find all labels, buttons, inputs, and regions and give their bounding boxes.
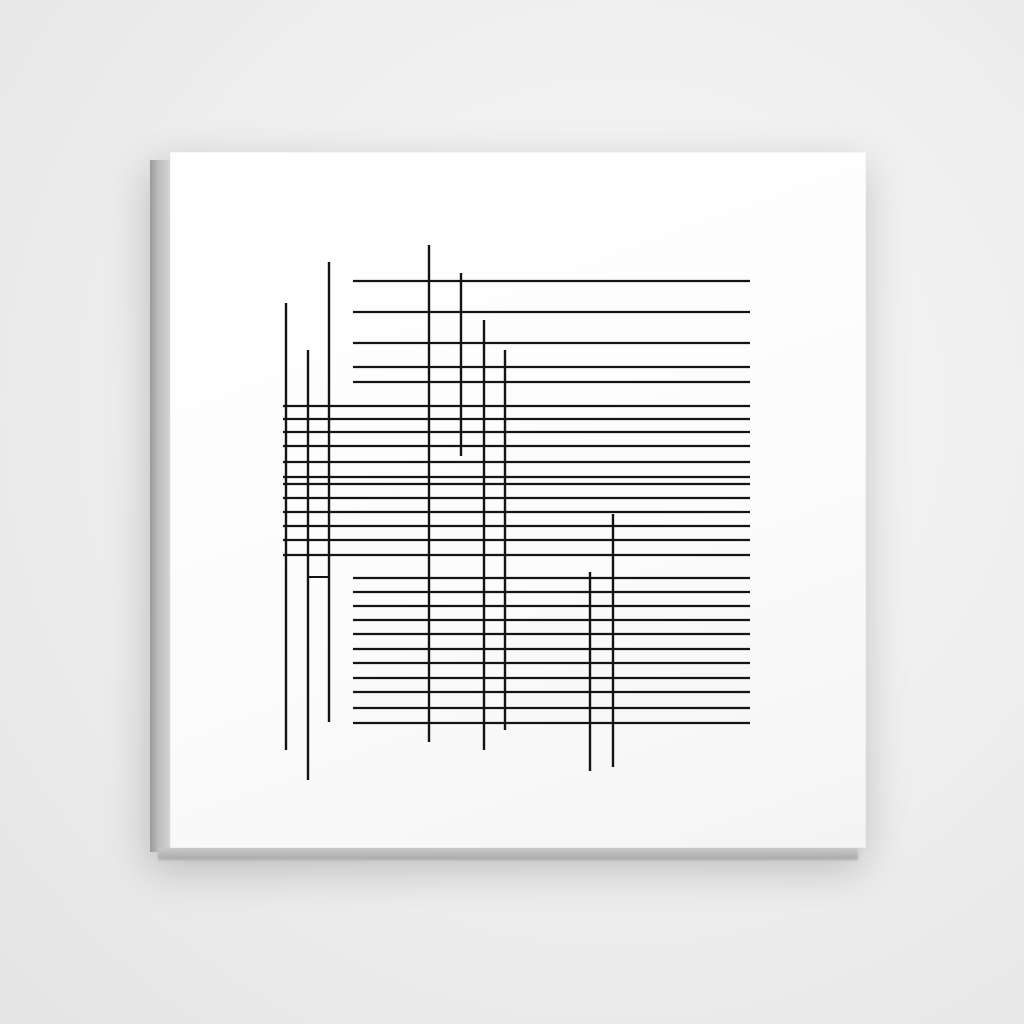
canvas-left-edge (150, 160, 172, 852)
canvas-bottom-edge (158, 848, 858, 860)
